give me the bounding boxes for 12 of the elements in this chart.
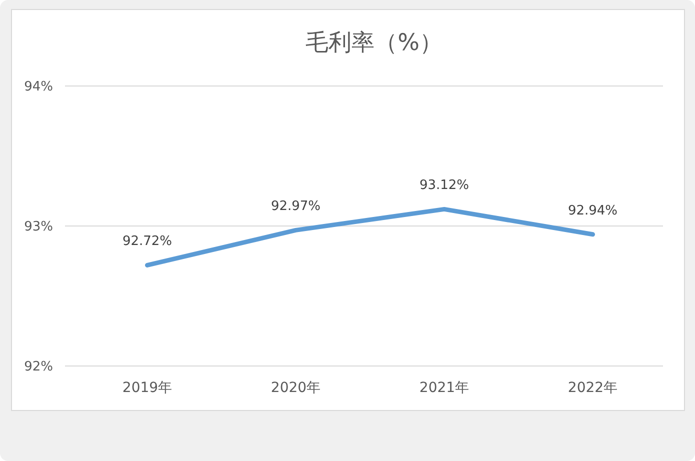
x-tick-label: 2022年 [568, 380, 618, 396]
y-tick-label: 93% [24, 220, 53, 235]
data-label: 92.94% [568, 203, 618, 218]
y-tick-label: 92% [24, 360, 53, 375]
y-tick-label: 94% [24, 80, 53, 95]
data-label: 93.12% [419, 178, 470, 194]
x-tick-label: 2020年 [270, 380, 321, 396]
x-tick-label: 2019年 [122, 380, 172, 396]
x-tick-label: 2021年 [419, 380, 470, 396]
data-label: 92.72% [122, 234, 172, 250]
data-label: 92.97% [270, 199, 321, 214]
chart-title: 毛利率（%） [306, 30, 442, 56]
